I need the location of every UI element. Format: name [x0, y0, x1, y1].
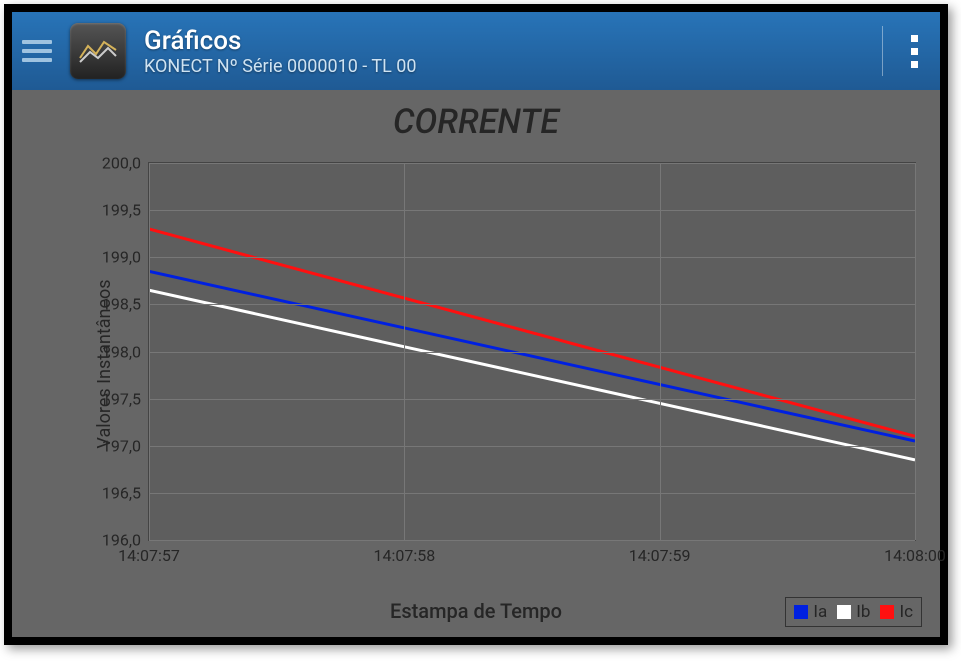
legend-label: Ic: [899, 602, 913, 622]
plot-wrap: 196,0196,5197,0197,5198,0198,5199,0199,5…: [82, 152, 926, 569]
series-line-Ic: [149, 229, 915, 436]
chart-container: CORRENTE Valores Instantâneos 196,0196,5…: [12, 90, 940, 637]
x-axis-label: Estampa de Tempo: [390, 599, 562, 623]
chart-legend: Ia Ib Ic: [785, 597, 922, 627]
legend-item-Ib[interactable]: Ib: [837, 602, 870, 622]
plot-area[interactable]: 196,0196,5197,0197,5198,0198,5199,0199,5…: [148, 162, 916, 541]
device-frame: Gráficos KONECT Nº Série 0000010 - TL 00…: [4, 4, 948, 645]
app-root: Gráficos KONECT Nº Série 0000010 - TL 00…: [12, 12, 940, 637]
x-tick-label: 14:07:59: [629, 546, 691, 565]
series-line-Ib: [149, 290, 915, 460]
legend-swatch: [880, 605, 894, 619]
y-tick-label: 196,5: [102, 483, 141, 502]
legend-label: Ia: [813, 602, 827, 622]
y-tick-label: 198,0: [102, 342, 141, 361]
x-tick-label: 14:07:57: [118, 546, 180, 565]
legend-item-Ia[interactable]: Ia: [794, 602, 827, 622]
app-icon: [70, 23, 126, 79]
header-actions: [882, 12, 930, 90]
y-tick-label: 198,5: [102, 295, 141, 314]
legend-item-Ic[interactable]: Ic: [880, 602, 913, 622]
legend-swatch: [794, 605, 808, 619]
y-tick-label: 197,5: [102, 389, 141, 408]
x-tick-label: 14:08:00: [884, 546, 946, 565]
overflow-menu-icon[interactable]: [911, 35, 918, 68]
hamburger-icon[interactable]: [22, 36, 52, 66]
x-tick-label: 14:07:58: [373, 546, 435, 565]
header-subtitle: KONECT Nº Série 0000010 - TL 00: [144, 56, 417, 77]
y-tick-label: 200,0: [102, 154, 141, 173]
legend-swatch: [837, 605, 851, 619]
header-title: Gráficos: [144, 26, 417, 56]
y-tick-label: 199,0: [102, 248, 141, 267]
y-tick-label: 199,5: [102, 201, 141, 220]
app-header: Gráficos KONECT Nº Série 0000010 - TL 00: [12, 12, 940, 90]
chart-title: CORRENTE: [12, 90, 940, 142]
header-titles: Gráficos KONECT Nº Série 0000010 - TL 00: [144, 26, 417, 77]
y-tick-label: 197,0: [102, 436, 141, 455]
header-divider: [882, 26, 883, 76]
series-line-Ia: [149, 271, 915, 441]
legend-label: Ib: [856, 602, 870, 622]
